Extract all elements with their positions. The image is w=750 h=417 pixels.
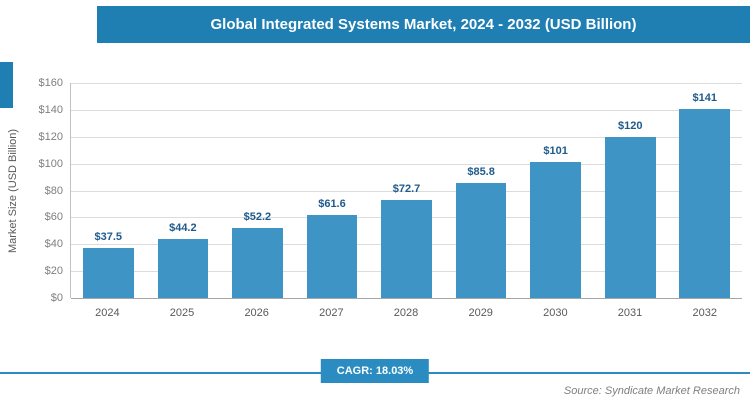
gridline [71, 109, 742, 111]
bar-value-label: $72.7 [392, 183, 421, 196]
x-tick-label: 2025 [169, 307, 195, 319]
chart-title-banner: Global Integrated Systems Market, 2024 -… [97, 6, 750, 43]
plot-area: $37.5 $44.2 $52.2 $61.6 $72.7 $85.8 $101 $120 $1… [70, 83, 742, 299]
chart-title: Global Integrated Systems Market, 2024 -… [210, 16, 637, 33]
y-axis-label-wrap: Market Size (USD Billion) [0, 83, 26, 298]
y-axis-ticks: $0 $20 $40 $60 $80 $100 $120 $140 $160 [26, 77, 70, 304]
x-tick-label: 2030 [543, 307, 568, 319]
bar-value-label: $120 [617, 119, 643, 132]
bar-column: $37.5 [71, 83, 146, 298]
bar-value-label: $37.5 [94, 230, 123, 243]
x-tick-label: 2026 [244, 307, 269, 319]
bar-column: $61.6 [295, 83, 370, 298]
y-tick-label: $80 [44, 184, 63, 197]
gridline [71, 163, 742, 165]
y-tick-label: $20 [44, 265, 63, 278]
bar-chart: Market Size (USD Billion) $0 $20 $40 $60 $80… [0, 77, 750, 319]
chart-footer: CAGR: 18.03% Source: Syndicate Market Re… [0, 359, 750, 409]
x-tick-label: 2031 [617, 307, 643, 319]
x-tick-label: 2032 [692, 307, 717, 319]
bar-value-label: $61.6 [318, 198, 346, 211]
cagr-badge: CAGR: 18.03% [320, 359, 430, 383]
gridline [71, 298, 742, 299]
bars-container: $37.5 $44.2 $52.2 $61.6 $72.7 $85.8 $101 $120 $1… [71, 83, 742, 298]
bar [455, 182, 507, 298]
gridline [71, 83, 742, 84]
bar [82, 247, 134, 298]
y-tick-label: $60 [44, 211, 63, 224]
bar-value-label: $44.2 [169, 221, 197, 234]
bar [381, 200, 432, 298]
bar-value-label: $85.8 [467, 165, 495, 178]
y-tick-label: $160 [38, 77, 63, 89]
bar-column: $120 [593, 83, 668, 298]
bar-value-label: $141 [692, 91, 718, 104]
gridline [71, 136, 742, 138]
bar-column: $101 [518, 83, 593, 298]
y-tick-label: $0 [50, 292, 63, 304]
bar [306, 215, 358, 298]
x-tick-label: 2028 [393, 307, 419, 319]
x-tick-label: 2027 [319, 307, 344, 319]
bar [232, 227, 283, 298]
bar-column: $141 [668, 83, 743, 298]
bar-value-label: $52.2 [243, 210, 272, 223]
x-axis-labels: 2024 2025 2026 2027 2028 2029 2030 2031 2032 [70, 307, 742, 319]
bar-column: $52.2 [220, 83, 295, 298]
bar [530, 162, 581, 298]
x-tick-label: 2024 [95, 307, 120, 319]
bar [157, 238, 209, 298]
y-axis-label: Market Size (USD Billion) [7, 128, 19, 253]
bar-value-label: $101 [543, 145, 568, 158]
x-tick-label: 2029 [468, 307, 493, 319]
y-tick-label: $40 [44, 238, 63, 251]
y-tick-label: $100 [38, 157, 63, 170]
plot-block: $37.5 $44.2 $52.2 $61.6 $72.7 $85.8 $101 $120 $1… [70, 83, 742, 319]
bar-column: $44.2 [146, 83, 221, 298]
bar [679, 108, 731, 298]
y-tick-label: $140 [38, 103, 63, 116]
gridline [71, 190, 742, 192]
left-accent-bar [0, 62, 13, 108]
y-tick-label: $120 [38, 130, 63, 143]
bar [604, 136, 656, 298]
bar-column: $72.7 [369, 83, 444, 298]
bar-column: $85.8 [444, 83, 519, 298]
source-attribution: Source: Syndicate Market Research [563, 385, 740, 397]
